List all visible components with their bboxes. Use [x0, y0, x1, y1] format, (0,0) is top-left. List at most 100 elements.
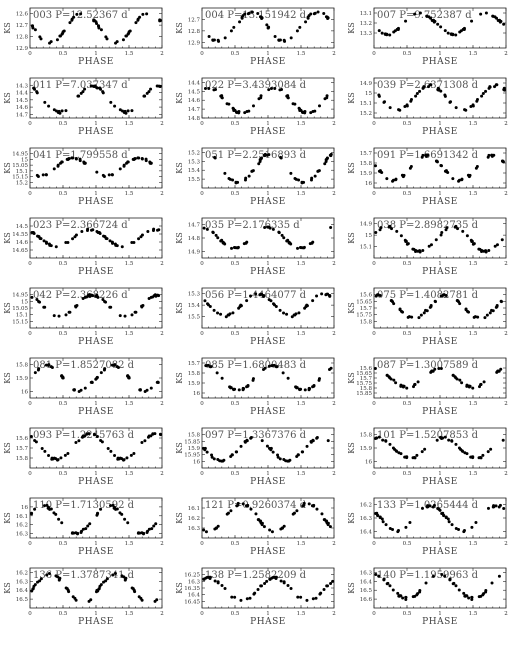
x-tick-label: 1 [438, 261, 442, 267]
x-tick-label: 1 [438, 471, 442, 477]
data-point [140, 305, 144, 309]
data-point [399, 234, 403, 238]
x-axis-label: PHASE [250, 407, 286, 417]
x-tick-label: 2 [160, 261, 164, 267]
data-point [442, 513, 446, 517]
data-point [484, 11, 488, 15]
data-point [415, 453, 419, 457]
y-tick-label: 15.8 [16, 363, 29, 369]
data-point [95, 170, 99, 174]
y-tick-label: 16.5 [16, 597, 29, 603]
data-point [427, 244, 431, 248]
data-point [120, 245, 124, 249]
data-point [484, 588, 488, 592]
data-point [73, 596, 77, 600]
x-tick-label: 0.5 [59, 51, 68, 57]
data-point [109, 449, 113, 453]
data-point [52, 314, 56, 318]
data-point [140, 157, 144, 161]
data-point [415, 92, 419, 96]
data-point [314, 596, 318, 600]
data-point [146, 435, 150, 439]
x-tick-label: 0.5 [231, 51, 240, 57]
data-point [223, 586, 227, 590]
data-point [251, 377, 255, 381]
data-point [396, 591, 400, 595]
y-tick-label: 12.9 [16, 46, 29, 52]
x-tick-label: 0 [372, 471, 376, 477]
data-point [33, 507, 37, 511]
data-point [92, 19, 96, 23]
y-tick-label: 15 [21, 299, 28, 305]
data-point [77, 94, 81, 98]
data-point [413, 12, 417, 16]
y-tick-label: 14.4 [16, 91, 29, 97]
data-point [461, 449, 465, 453]
data-point [411, 247, 415, 251]
data-point [212, 457, 216, 461]
x-tick-label: 0 [200, 121, 204, 127]
panel-title: 035 P=2.176335 d [205, 220, 300, 231]
data-point [102, 175, 106, 179]
data-point [479, 383, 483, 387]
y-axis-label: KS [175, 302, 184, 313]
data-point [457, 528, 461, 532]
data-point [313, 109, 317, 113]
data-point [103, 367, 107, 371]
x-axis-label: PHASE [250, 197, 286, 207]
data-point [298, 246, 302, 250]
data-point [479, 456, 483, 460]
x-tick-label: 1.5 [125, 121, 134, 127]
y-tick-label: 16.25 [184, 573, 200, 579]
data-point [439, 164, 443, 168]
data-point [149, 386, 153, 390]
x-tick-label: 0 [200, 51, 204, 57]
data-point [241, 502, 245, 506]
y-tick-label: 15.9 [360, 446, 373, 452]
y-tick-label: 13.3 [360, 31, 373, 37]
data-point [388, 33, 392, 37]
data-point [110, 173, 114, 177]
data-point [451, 177, 455, 181]
data-point [382, 100, 386, 104]
x-tick-label: 0 [28, 471, 32, 477]
data-point [395, 229, 399, 233]
data-point [284, 459, 288, 463]
data-point [83, 386, 87, 390]
data-point [279, 527, 283, 531]
data-point [214, 233, 218, 237]
data-point [154, 522, 158, 526]
x-tick-label: 2 [504, 401, 508, 407]
data-point [94, 20, 98, 24]
data-point [315, 436, 319, 440]
data-point [305, 598, 309, 602]
data-point [105, 37, 109, 41]
data-point [64, 240, 68, 244]
x-tick-label: 0 [200, 191, 204, 197]
data-point [262, 293, 266, 297]
x-tick-label: 2 [332, 51, 336, 57]
data-point [81, 527, 85, 531]
y-tick-label: 15.1 [16, 169, 28, 175]
data-point [57, 517, 61, 521]
x-tick-label: 1.5 [125, 51, 134, 57]
y-axis-label: KS [347, 232, 356, 243]
x-tick-label: 0.5 [403, 51, 412, 57]
data-point [279, 579, 283, 583]
data-point [476, 315, 480, 319]
data-point [123, 517, 127, 521]
data-point [437, 507, 441, 511]
data-point [127, 376, 131, 380]
data-point [419, 313, 423, 317]
y-tick-label: 15.9 [188, 381, 201, 387]
data-point [463, 594, 467, 598]
y-tick-label: 16.2 [360, 503, 372, 509]
data-point [385, 177, 389, 181]
data-point [262, 153, 266, 157]
data-point [424, 153, 428, 157]
data-point [239, 304, 243, 308]
data-point [469, 105, 473, 109]
y-tick-label: 15.8 [188, 371, 201, 377]
data-point [257, 518, 261, 522]
y-axis-label: KS [347, 512, 356, 523]
